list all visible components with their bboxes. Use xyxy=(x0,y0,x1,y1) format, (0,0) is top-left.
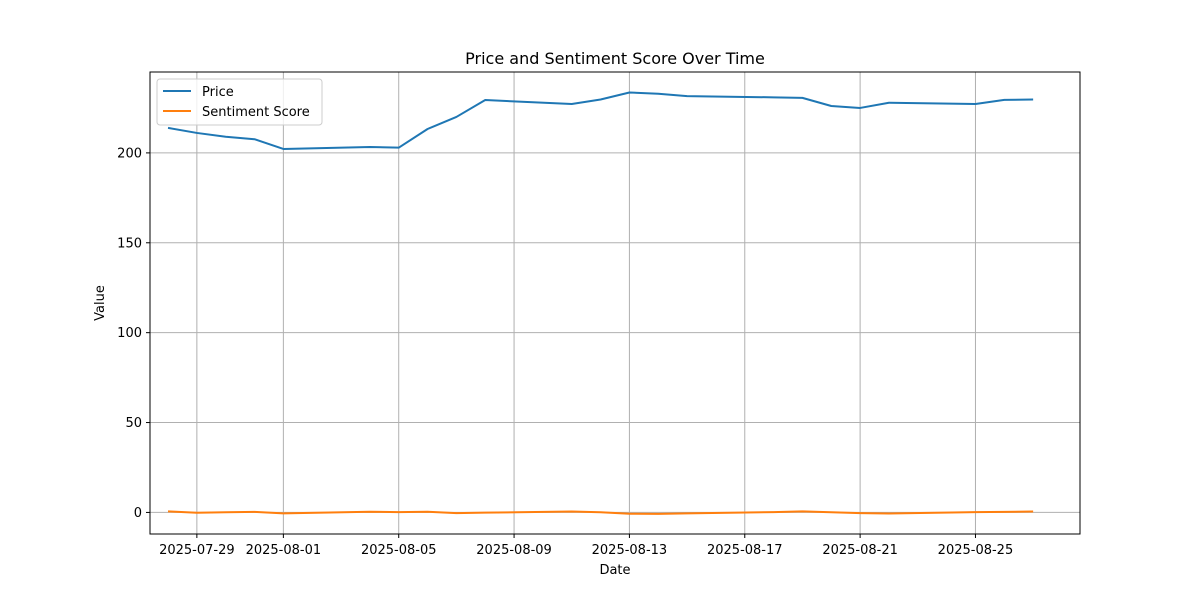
y-axis-label: Value xyxy=(93,285,108,321)
chart-title: Price and Sentiment Score Over Time xyxy=(465,49,765,68)
x-tick-label: 2025-08-09 xyxy=(476,543,552,558)
series-line-sentiment-score xyxy=(167,510,1034,515)
y-axis-ticks: 0 50 100 150 200 xyxy=(117,146,150,521)
x-tick-label: 2025-08-17 xyxy=(707,543,783,558)
legend-label-price: Price xyxy=(202,85,234,100)
y-tick-label: 0 xyxy=(134,506,142,521)
x-tick-label: 2025-08-21 xyxy=(822,543,898,558)
y-tick-label: 150 xyxy=(117,236,142,251)
series-line-price xyxy=(167,91,1034,150)
x-tick-label: 2025-08-01 xyxy=(246,543,322,558)
y-tick-label: 50 xyxy=(125,416,142,431)
legend-box xyxy=(156,78,323,126)
y-tick-label: 100 xyxy=(117,326,142,341)
grid-lines xyxy=(150,72,1080,534)
series-lines xyxy=(167,91,1034,515)
x-tick-label: 2025-07-29 xyxy=(159,543,235,558)
plot-area-frame xyxy=(149,71,1081,535)
y-tick-label: 200 xyxy=(117,146,142,161)
x-tick-label: 2025-08-05 xyxy=(361,543,437,558)
legend-label-sentiment-score: Sentiment Score xyxy=(202,105,310,120)
legend: Price Sentiment Score xyxy=(156,78,323,126)
x-tick-label: 2025-08-25 xyxy=(938,543,1014,558)
x-axis-label: Date xyxy=(599,563,630,578)
x-tick-label: 2025-08-13 xyxy=(592,543,668,558)
x-axis-ticks: 2025-07-29 2025-08-01 2025-08-05 2025-08-09… xyxy=(159,534,1013,558)
